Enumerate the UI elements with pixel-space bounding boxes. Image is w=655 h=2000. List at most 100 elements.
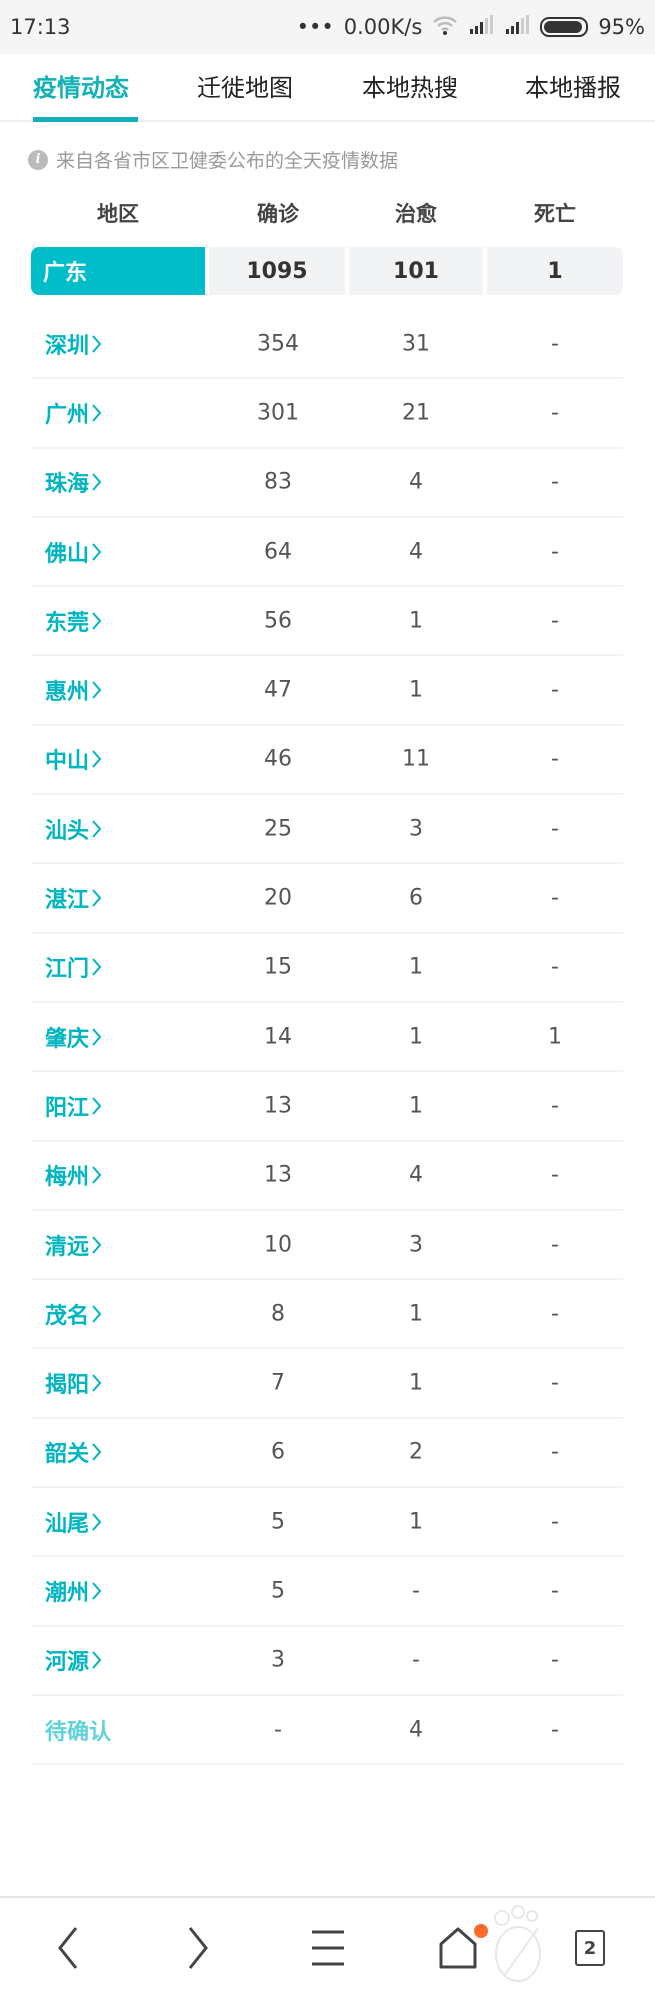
confirmed-count: 83 (264, 469, 292, 495)
confirmed-count: 10 (264, 1232, 292, 1257)
city-name-link[interactable]: 广州 (45, 397, 102, 429)
tab-migration-map[interactable]: 迁徙地图 (197, 74, 293, 102)
home-button[interactable] (436, 1924, 488, 1972)
battery-percent: 95% (598, 15, 645, 39)
menu-button[interactable] (308, 1924, 348, 1972)
chevron-right-icon (92, 1581, 102, 1606)
table-row[interactable]: 江门 15 1 - (31, 934, 623, 1003)
tabs-button[interactable]: 2 (572, 1924, 608, 1972)
active-tab-indicator (33, 117, 138, 122)
city-name-link[interactable]: 汕头 (45, 813, 102, 845)
city-name-link[interactable]: 江门 (45, 951, 102, 983)
forward-button[interactable] (178, 1924, 218, 1972)
confirmed-count: - (274, 1717, 282, 1743)
tab-bar: 疫情动态 迁徙地图 本地热搜 本地播报 (0, 54, 655, 122)
city-name-link[interactable]: 珠海 (45, 466, 102, 498)
confirmed-count: 25 (264, 816, 292, 842)
table-row[interactable]: 深圳 354 31 - (31, 310, 623, 380)
table-header: 地区 确诊 治愈 死亡 (31, 198, 623, 230)
table-row[interactable]: 肇庆 14 1 1 (31, 1003, 623, 1073)
chevron-right-icon (92, 1165, 102, 1190)
city-name-link[interactable]: 湛江 (45, 882, 102, 914)
death-count: - (551, 1301, 559, 1327)
city-name-link[interactable]: 清远 (45, 1229, 102, 1261)
more-dots-icon: ••• (296, 15, 334, 39)
death-count: - (551, 1509, 559, 1535)
back-button[interactable] (48, 1924, 88, 1972)
city-name-link[interactable]: 肇庆 (45, 1021, 102, 1053)
death-count: - (551, 816, 559, 842)
city-name-link[interactable]: 阳江 (45, 1090, 102, 1122)
city-name-link[interactable]: 揭阳 (45, 1367, 102, 1399)
status-bar: 17:13 ••• 0.00K/s 95% (0, 0, 655, 54)
table-row[interactable]: 广州 301 21 - (31, 379, 623, 449)
table-row[interactable]: 茂名 8 1 - (31, 1280, 623, 1350)
table-row[interactable]: 清远 10 3 - (31, 1211, 623, 1281)
confirmed-count: 6 (271, 1439, 285, 1465)
table-row[interactable]: 阳江 13 1 - (31, 1072, 623, 1142)
confirmed-count: 301 (257, 400, 299, 426)
death-count: - (551, 400, 559, 426)
table-row[interactable]: 汕头 25 3 - (31, 795, 623, 865)
menu-icon (312, 1930, 344, 1966)
city-name-link[interactable]: 深圳 (45, 328, 102, 360)
city-name-link[interactable]: 东莞 (45, 605, 102, 637)
chevron-right-icon (92, 1373, 102, 1398)
city-name-link[interactable]: 佛山 (45, 536, 102, 568)
chevron-right-icon (92, 957, 102, 982)
city-name: 广州 (45, 402, 90, 428)
table-row[interactable]: 惠州 47 1 - (31, 656, 623, 726)
table-row[interactable]: 河源 3 - - (31, 1627, 623, 1696)
cured-count: 1 (409, 1093, 423, 1119)
cured-count: 1 (409, 1509, 423, 1535)
city-name-link[interactable]: 汕尾 (45, 1506, 102, 1538)
city-name: 揭阳 (45, 1373, 90, 1399)
tab-count: 2 (575, 1930, 605, 1966)
death-count: - (551, 1717, 559, 1743)
tab-epidemic-news[interactable]: 疫情动态 (33, 74, 129, 102)
tab-local-trending[interactable]: 本地热搜 (362, 74, 458, 102)
table-row[interactable]: 中山 46 11 - (31, 726, 623, 796)
death-count: 1 (548, 1024, 562, 1050)
table-row[interactable]: 湛江 20 6 - (31, 864, 623, 934)
cured-count: 3 (409, 1232, 423, 1257)
wifi-icon (432, 15, 458, 40)
cured-count: 1 (409, 1301, 423, 1327)
signal-icon (468, 14, 494, 40)
tab-local-broadcast[interactable]: 本地播报 (525, 74, 621, 102)
table-row[interactable]: 潮州 5 - - (31, 1557, 623, 1627)
paw-watermark-icon (490, 1904, 550, 1984)
table-row[interactable]: 珠海 83 4 - (31, 449, 623, 518)
death-count: - (551, 608, 559, 634)
death-count: - (551, 885, 559, 911)
confirmed-count: 64 (264, 539, 292, 565)
death-count: - (551, 677, 559, 703)
city-name-link[interactable]: 梅州 (45, 1159, 102, 1191)
chevron-right-icon (92, 819, 102, 844)
table-row[interactable]: 汕尾 5 1 - (31, 1488, 623, 1558)
chevron-right-icon (92, 888, 102, 913)
province-deaths: 1 (487, 247, 623, 295)
city-name-link[interactable]: 河源 (45, 1644, 102, 1676)
province-cured: 101 (349, 247, 483, 295)
chevron-right-icon (92, 542, 102, 567)
table-row[interactable]: 梅州 13 4 - (31, 1142, 623, 1211)
confirmed-count: 20 (264, 885, 292, 911)
table-row[interactable]: 揭阳 7 1 - (31, 1349, 623, 1419)
city-name-link[interactable]: 韶关 (45, 1436, 102, 1468)
table-row[interactable]: 东莞 56 1 - (31, 587, 623, 657)
table-row[interactable]: 佛山 64 4 - (31, 518, 623, 588)
city-name-link[interactable]: 茂名 (45, 1298, 102, 1330)
info-icon: i (28, 149, 48, 170)
table-row[interactable]: 韶关 6 2 - (31, 1419, 623, 1489)
death-count: - (551, 1578, 559, 1604)
cured-count: 11 (402, 746, 430, 772)
header-confirmed: 确诊 (257, 202, 299, 226)
city-name-link[interactable]: 惠州 (45, 674, 102, 706)
chevron-right-icon (92, 403, 102, 428)
table-row: 待确认 - 4 - (31, 1696, 623, 1766)
chevron-right-icon (92, 611, 102, 636)
city-name-link[interactable]: 潮州 (45, 1575, 102, 1607)
city-name-link[interactable]: 中山 (45, 743, 102, 775)
chevron-right-icon (188, 1927, 208, 1969)
